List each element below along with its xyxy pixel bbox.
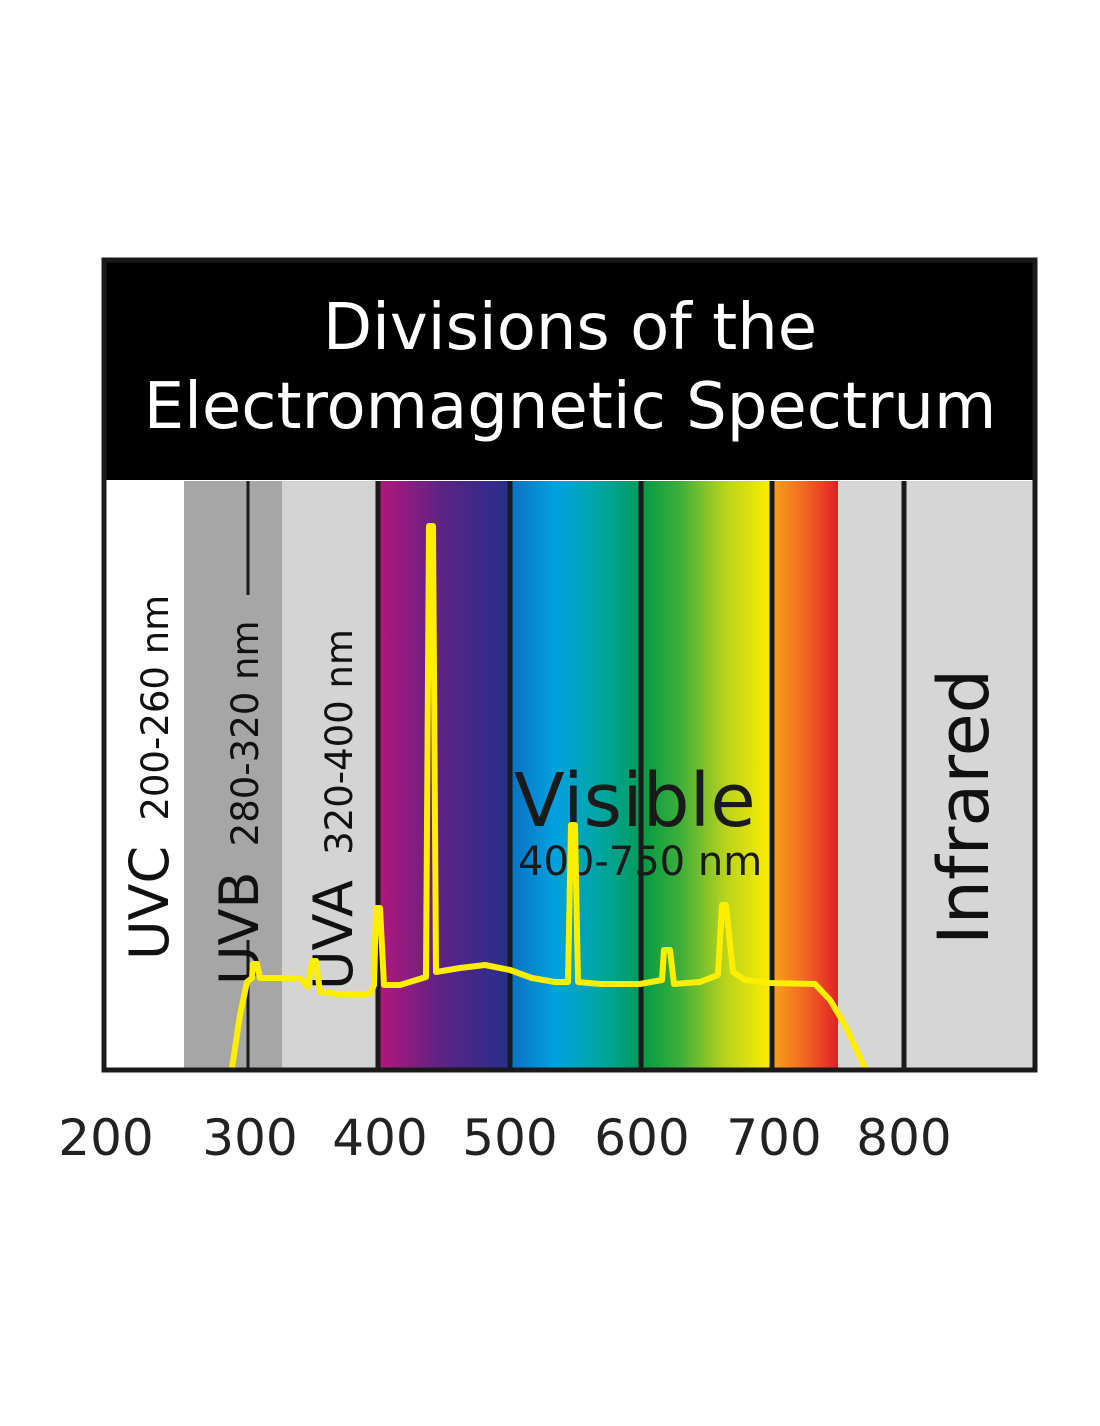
uvc-range: 200-260 nm <box>134 595 177 821</box>
title-line-1: Divisions of the <box>323 291 817 365</box>
uvc-label: UVC 200-260 nm <box>118 595 181 960</box>
tick-800: 800 <box>856 1109 951 1167</box>
infrared-name: Infrared <box>923 669 1005 945</box>
uvb-band <box>184 481 282 1068</box>
tick-500: 500 <box>462 1109 557 1167</box>
wavelength-axis: 200 300 400 500 600 700 800 <box>58 1109 951 1167</box>
tick-600: 600 <box>594 1109 689 1167</box>
title-banner <box>103 260 1036 480</box>
uvb-name: UVB <box>208 871 271 985</box>
chart-frame <box>101 257 1038 1073</box>
svg-text:UVC 200-260 nm: UVC 200-260 nm <box>118 595 181 960</box>
violet-band <box>378 481 509 1068</box>
title-line-2: Electromagnetic Spectrum <box>144 370 997 444</box>
uva-band <box>282 481 378 1068</box>
near-infrared-band <box>838 481 904 1068</box>
emission-curve <box>229 523 868 1071</box>
tick-300: 300 <box>202 1109 297 1167</box>
tick-700: 700 <box>726 1109 821 1167</box>
uva-range: 320-400 nm <box>318 629 361 855</box>
orange-red-band <box>772 481 838 1068</box>
uvb-label: UVB 280-320 nm <box>208 620 271 985</box>
tick-200: 200 <box>58 1109 153 1167</box>
svg-text:UVB 280-320 nm: UVB 280-320 nm <box>208 620 271 985</box>
tick-400: 400 <box>332 1109 427 1167</box>
infrared-label: Infrared <box>923 669 1005 945</box>
uvc-name: UVC <box>118 846 181 960</box>
uvb-range: 280-320 nm <box>224 620 267 846</box>
infrared-band <box>904 481 1033 1068</box>
visible-range: 400-750 nm <box>518 839 762 885</box>
uvc-band <box>106 481 184 1068</box>
visible-label: Visible <box>514 758 756 844</box>
